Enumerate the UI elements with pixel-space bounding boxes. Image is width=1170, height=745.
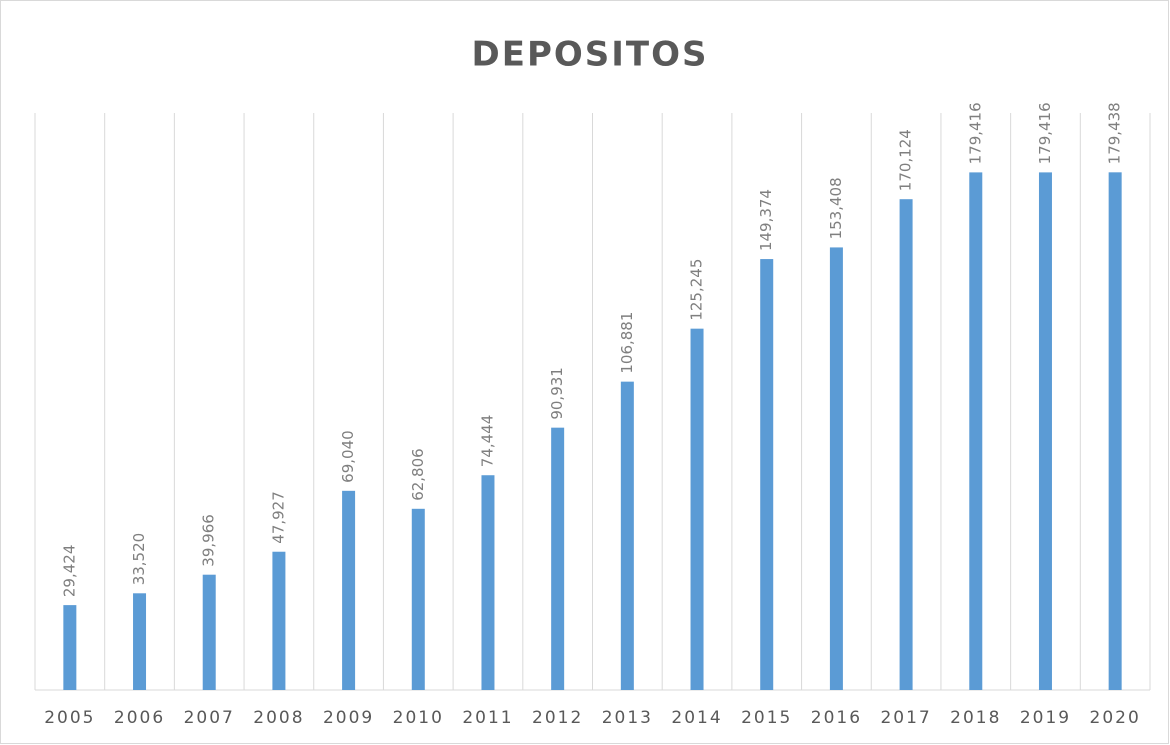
bar [760,259,774,690]
x-tick-label: 2008 [253,708,304,728]
bar [342,490,356,690]
x-tick-label: 2016 [811,708,862,728]
chart-title: DEPOSITOS [472,35,709,75]
data-label: 62,806 [409,448,427,501]
bar [1108,172,1122,691]
x-tick-label: 2014 [671,708,722,728]
x-tick-label: 2007 [184,708,235,728]
x-tick-label: 2012 [532,708,583,728]
bar [411,508,425,690]
x-tick-label: 2013 [602,708,653,728]
data-label: 47,927 [269,491,287,544]
bar [620,381,634,690]
data-label: 149,374 [757,189,775,251]
data-label: 90,931 [548,367,566,420]
x-tick-label: 2017 [880,708,931,728]
x-tick-label: 2005 [44,708,95,728]
data-label: 39,966 [200,514,218,567]
bar [133,593,147,690]
x-tick-label: 2015 [741,708,792,728]
data-label: 179,416 [966,102,984,164]
x-tick-label: 2009 [323,708,374,728]
data-label: 125,245 [688,259,706,321]
x-tick-label: 2018 [950,708,1001,728]
data-label: 29,424 [60,545,78,598]
x-tick-label: 2010 [393,708,444,728]
data-label: 74,444 [478,415,496,468]
bar [202,574,216,690]
data-label: 33,520 [130,533,148,586]
bar [690,328,704,690]
bar [551,427,565,690]
data-label: 170,124 [897,129,915,191]
data-label: 179,416 [1036,102,1054,164]
bar [1038,172,1052,691]
x-tick-label: 2011 [462,708,513,728]
data-label: 106,881 [618,312,636,374]
bar [272,551,286,690]
bar [481,475,495,690]
x-tick-label: 2020 [1090,708,1141,728]
bar [63,605,77,690]
data-label: 153,408 [827,177,845,239]
x-tick-label: 2019 [1020,708,1071,728]
bar [829,247,843,691]
bar [969,172,983,691]
data-label: 179,438 [1106,102,1124,164]
bar [899,199,913,690]
x-tick-label: 2006 [114,708,165,728]
data-label: 69,040 [339,430,357,483]
